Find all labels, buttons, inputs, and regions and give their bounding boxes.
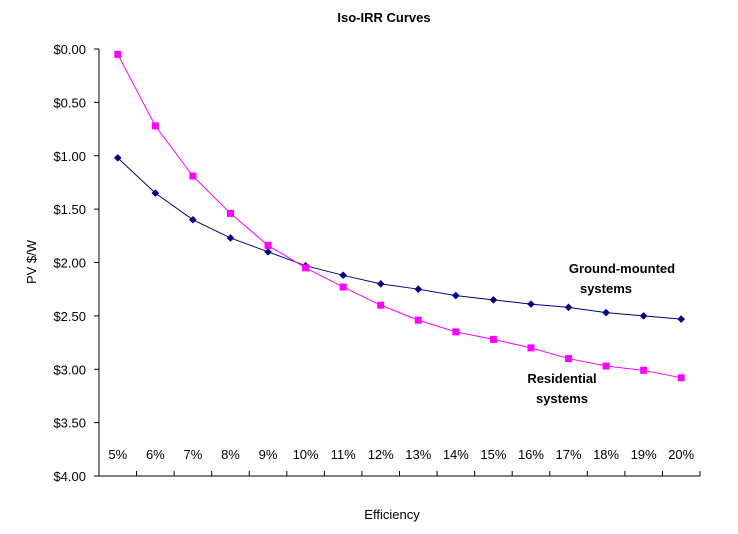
- data-point-diamond: [376, 280, 385, 288]
- data-point-square: [565, 355, 573, 363]
- x-tick-label: 11%: [331, 447, 356, 462]
- series-layer: [113, 50, 686, 382]
- x-tick-label: 17%: [556, 447, 582, 462]
- x-tick-label: 16%: [518, 447, 544, 462]
- data-point-square: [189, 172, 197, 180]
- x-tick-label: 20%: [668, 447, 694, 462]
- series-line: [117, 54, 682, 379]
- series-residential: [114, 50, 685, 382]
- data-point-diamond: [226, 234, 235, 242]
- annotation-residential-line2: systems: [536, 391, 588, 406]
- data-point-square: [489, 335, 497, 343]
- x-tick-label: 18%: [593, 447, 619, 462]
- x-tick-label: 10%: [293, 447, 319, 462]
- x-tick-label: 15%: [480, 447, 506, 462]
- annotation-residential-line1: Residential: [527, 371, 596, 386]
- x-axis-ticks: 5% 6% 7% 8% 9% 10% 11% 12% 13% 14% 15% 16% 17% 18% 19%…: [108, 447, 701, 476]
- data-point-square: [640, 366, 648, 374]
- y-tick-label: $0.00: [53, 42, 86, 57]
- annotation-ground-mounted-line1: Ground-mounted: [569, 261, 675, 276]
- x-tick-label: 14%: [443, 447, 469, 462]
- y-tick-label: $2.00: [53, 256, 86, 271]
- x-tick-label: 19%: [631, 447, 657, 462]
- data-point-diamond: [564, 303, 573, 312]
- data-point-diamond: [189, 216, 197, 224]
- data-point-diamond: [339, 271, 347, 280]
- y-axis-ticks: $0.00 $0.50 $1.00 $1.50 $2.00 $2.50 $3.00 $3.50…: [53, 42, 99, 484]
- annotation-ground-mounted-line2: systems: [580, 281, 632, 296]
- data-point-diamond: [639, 312, 648, 320]
- data-point-square: [151, 122, 159, 130]
- series-ground-mounted: [113, 154, 686, 323]
- x-tick-label: 7%: [184, 447, 203, 462]
- data-point-diamond: [414, 285, 423, 293]
- y-tick-label: $0.50: [53, 95, 86, 110]
- chart-title: Iso-IRR Curves: [337, 10, 430, 25]
- series-line: [117, 157, 682, 320]
- x-tick-label: 13%: [405, 447, 431, 462]
- data-point-square: [527, 344, 535, 352]
- x-tick-label: 9%: [259, 447, 278, 462]
- data-point-square: [114, 50, 122, 58]
- x-axis-title: Efficiency: [364, 507, 420, 522]
- data-point-diamond: [452, 291, 460, 300]
- y-tick-label: $3.50: [53, 416, 86, 431]
- x-tick-label: 12%: [368, 447, 394, 462]
- data-point-square: [677, 374, 685, 382]
- y-tick-label: $1.50: [53, 202, 86, 217]
- data-point-square: [339, 283, 347, 291]
- data-point-diamond: [113, 154, 122, 162]
- y-tick-label: $3.00: [53, 362, 86, 377]
- data-point-diamond: [264, 248, 272, 256]
- data-point-square: [414, 316, 422, 324]
- data-point-square: [226, 209, 234, 217]
- data-point-square: [302, 264, 310, 272]
- y-tick-label: $2.50: [53, 309, 86, 324]
- y-axis-title: PV $/W: [24, 239, 39, 284]
- y-tick-label: $1.00: [53, 149, 86, 164]
- data-point-diamond: [489, 296, 498, 304]
- data-point-square: [452, 328, 460, 336]
- data-point-diamond: [602, 308, 610, 317]
- x-tick-label: 8%: [221, 447, 240, 462]
- y-tick-label: $4.00: [53, 469, 86, 484]
- data-point-diamond: [527, 300, 535, 308]
- x-tick-label: 5%: [108, 447, 127, 462]
- data-point-square: [377, 301, 385, 309]
- x-tick-label: 6%: [146, 447, 165, 462]
- data-point-square: [264, 241, 272, 249]
- annotation-residential: Residential systems: [527, 371, 596, 406]
- data-point-square: [602, 362, 610, 370]
- data-point-diamond: [151, 189, 160, 197]
- annotation-ground-mounted: Ground-mounted systems: [569, 261, 675, 296]
- data-point-diamond: [677, 315, 686, 323]
